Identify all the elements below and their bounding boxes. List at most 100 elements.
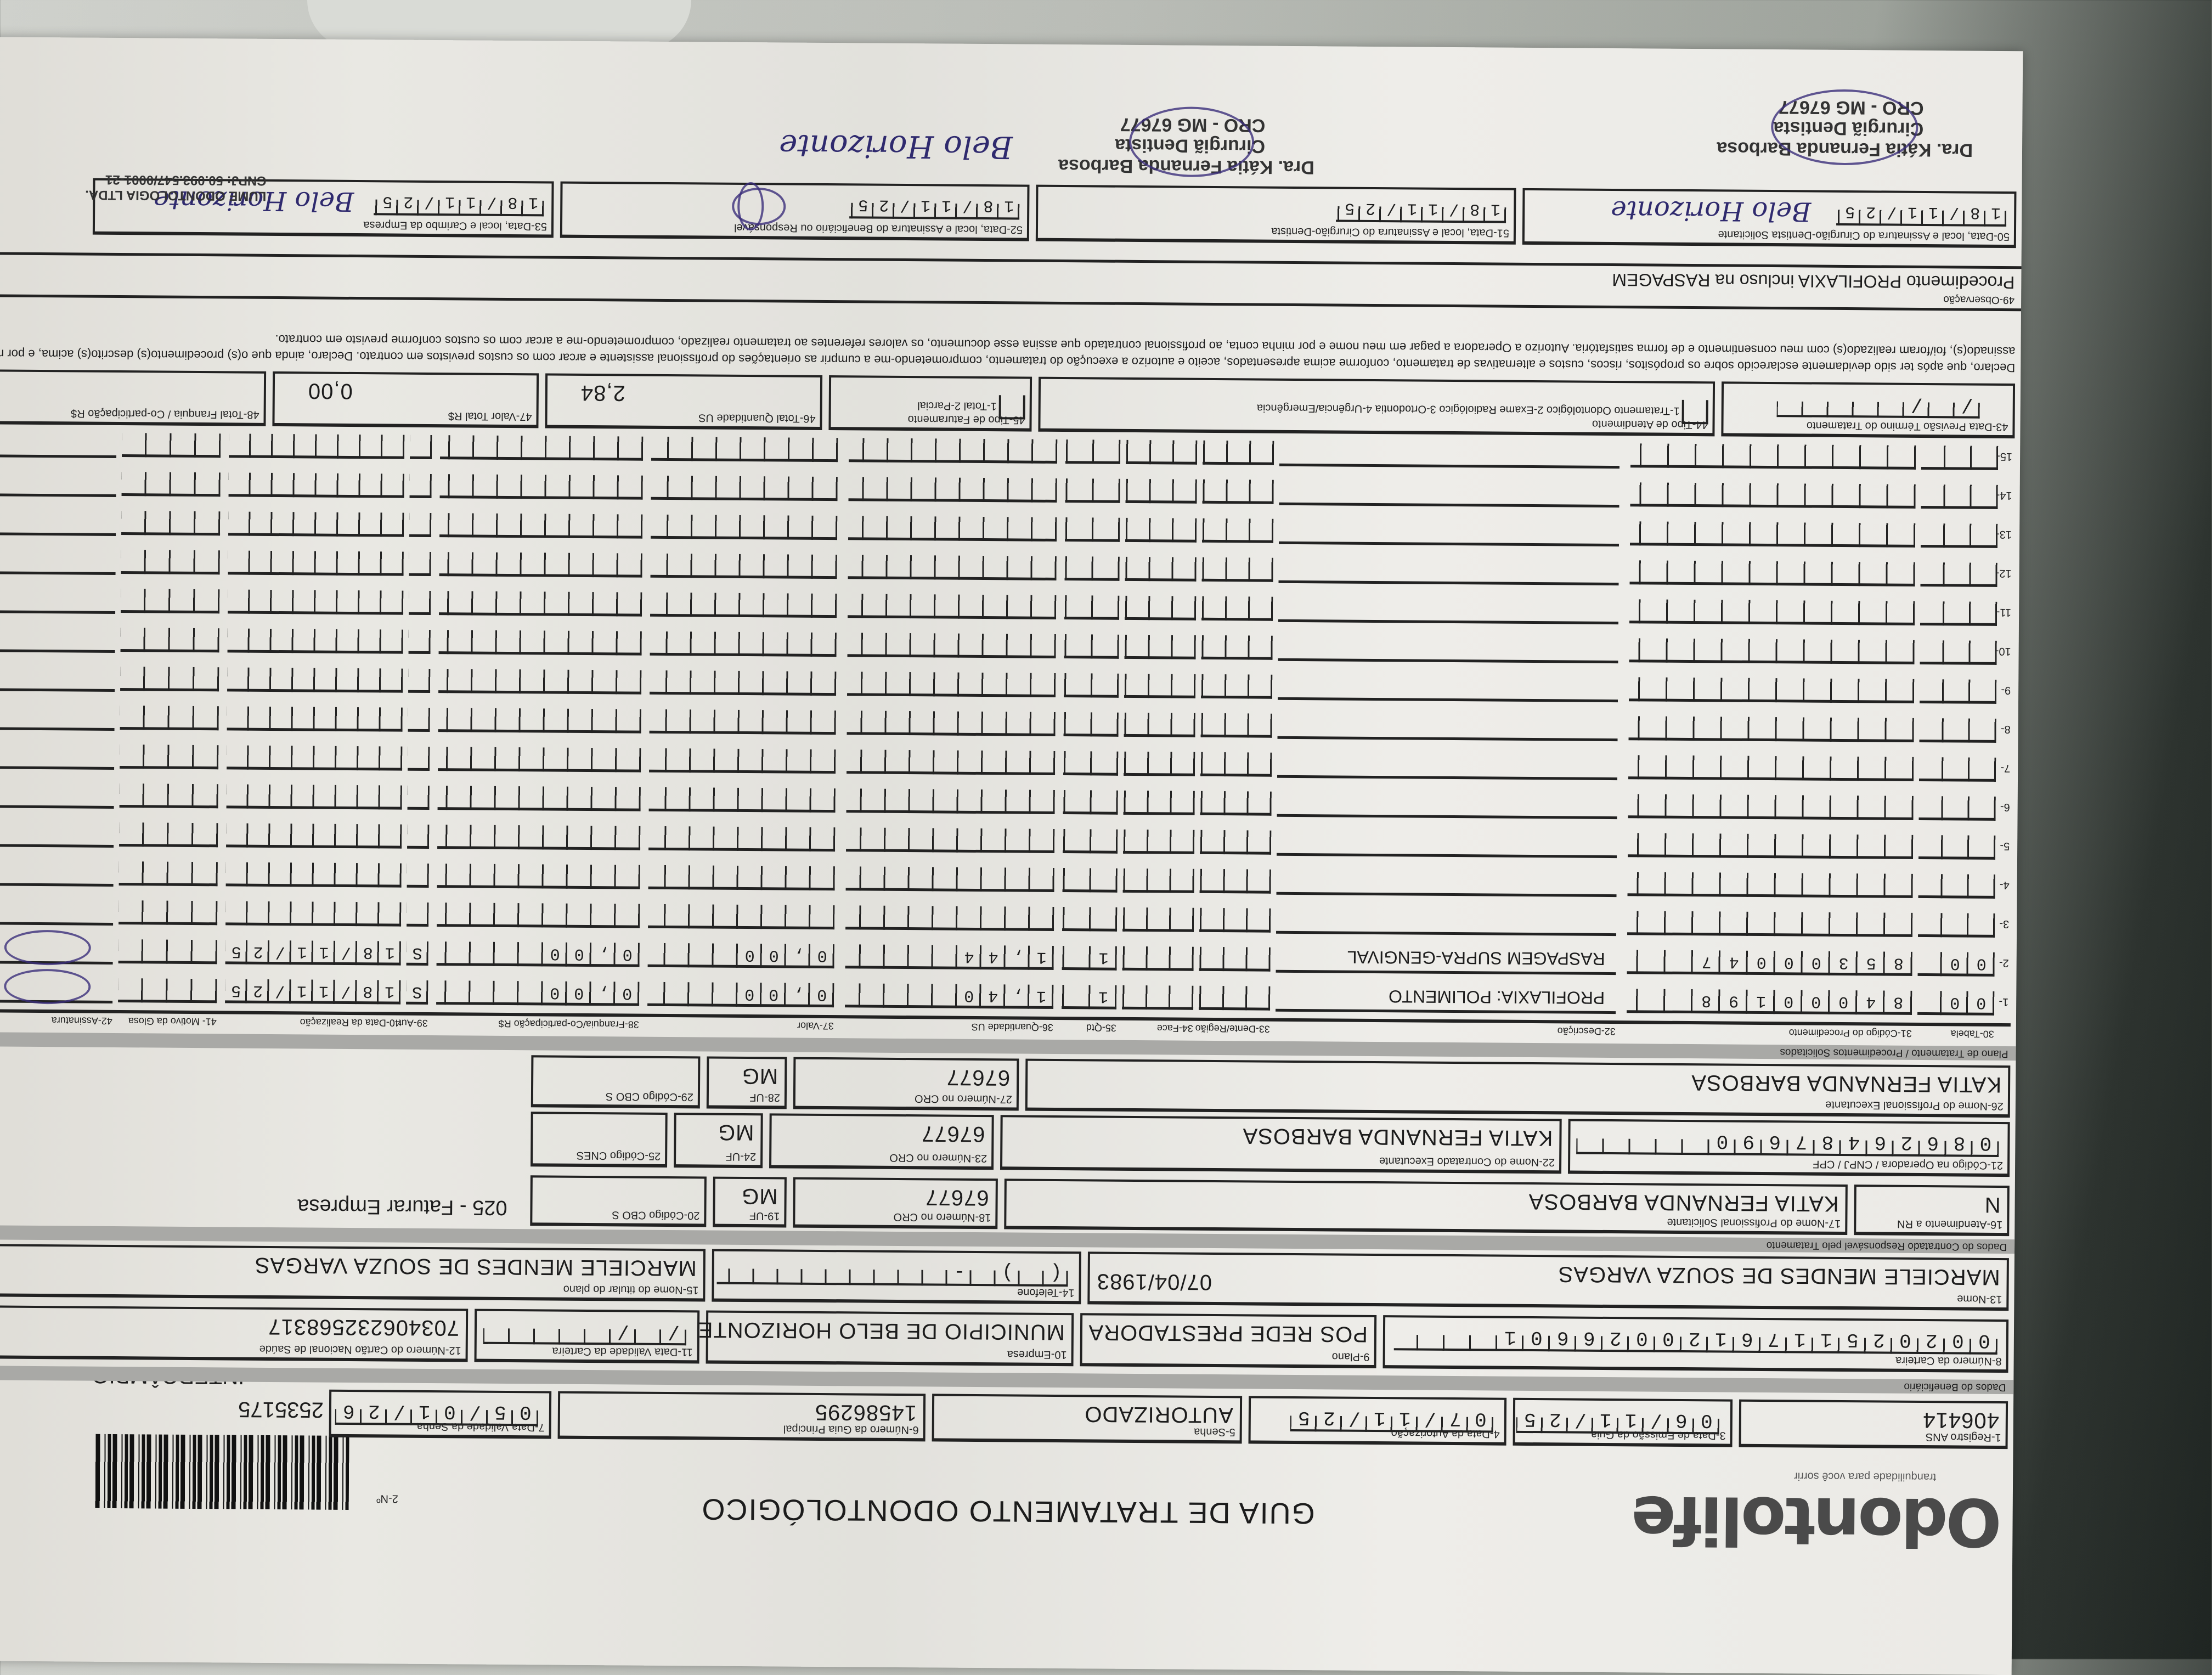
procedure-glosa	[119, 900, 218, 926]
procedure-tabela	[1918, 757, 1996, 782]
procedure-aut	[409, 590, 431, 615]
procedure-franquia	[439, 513, 643, 539]
field-value: POS REDE PRESTADORA	[1088, 1320, 1368, 1346]
signature-beneficiario-field[interactable]: 52-Data, local e Assinatura do Beneficiá…	[560, 181, 1030, 241]
codigo-operadora-field: 21-Código na Operadora / CNPJ / CPF 0862…	[1567, 1119, 2010, 1177]
column-header: 33-Dente/Região	[1195, 1023, 1270, 1035]
field-value: MG	[741, 1183, 778, 1209]
procedure-qtd	[1063, 790, 1118, 815]
row-number: 6-	[2000, 800, 2010, 814]
procedure-assinatura	[0, 896, 114, 926]
procedure-franquia	[437, 864, 640, 889]
field-value: 0,00	[307, 379, 353, 403]
valor-total-field: 47-Valor Total R$ 0,00	[272, 371, 539, 428]
procedure-valor	[648, 865, 835, 891]
procedure-assinatura	[0, 507, 116, 536]
procedure-qtd	[1063, 829, 1118, 854]
procedure-dente	[1200, 713, 1272, 738]
procedure-franquia	[439, 474, 643, 500]
procedure-glosa	[118, 978, 217, 1003]
titular-field: 15-Nome do titular do plano MARCIELE MEN…	[0, 1243, 706, 1302]
registro-ans-field: 1-Registro ANS 406414	[1739, 1399, 2008, 1450]
procedure-dente	[1202, 440, 1274, 465]
field-label: 48-Total Franquia / Co-participação R$	[70, 407, 259, 421]
procedure-descricao	[1279, 438, 1620, 469]
carteira-field: 8-Número da Carteira 0020251176120026601	[1383, 1315, 2009, 1373]
procedure-codigo	[1628, 716, 1914, 742]
row-number: 7-	[2000, 762, 2011, 775]
procedure-us	[846, 788, 1055, 814]
field-label: 19-UF	[749, 1210, 780, 1222]
column-header: 39-Aut	[398, 1017, 428, 1029]
procedure-us	[845, 905, 1054, 931]
signature-date: 18/11/25	[371, 187, 544, 217]
field-label: 20-Código CBO S	[612, 1209, 700, 1222]
signature-date: 18/11/25	[847, 190, 1020, 220]
procedure-assinatura	[0, 741, 115, 770]
procedure-data	[228, 550, 404, 576]
divider	[0, 294, 2022, 312]
procedure-descricao	[1277, 749, 1618, 781]
birth-date-value: 07/04/1983	[1096, 1269, 1212, 1294]
procedure-us	[848, 555, 1057, 580]
procedure-data	[228, 472, 404, 498]
procedure-qtd	[1063, 712, 1119, 737]
procedure-franquia	[437, 825, 641, 850]
signature-cirurgiao-field[interactable]: 51-Data, local e Assinatura do Cirurgião…	[1035, 184, 1516, 245]
procedure-valor	[649, 709, 836, 735]
procedure-data	[226, 784, 402, 810]
procedure-glosa	[120, 628, 219, 653]
procedure-qtd: 1	[1062, 946, 1117, 971]
row-number: 13-	[1996, 528, 2012, 541]
validade-carteira-field: 11-Data Validade da Carteira / /	[474, 1309, 700, 1364]
field-label: 8-Número da Carteira	[1895, 1354, 2002, 1368]
cns-field: 12-Número do Cartão Nacional de Saúde 70…	[0, 1305, 469, 1362]
field-value: MG	[741, 1063, 778, 1089]
field-value: MARCIELE MENDES DE SOUZA VARGAS	[254, 1253, 697, 1281]
procedure-data	[227, 667, 403, 693]
contractor-row-2: 21-Código na Operadora / CNPJ / CPF 0862…	[0, 1108, 2010, 1177]
field-label: 14-Telefone	[1017, 1286, 1075, 1299]
procedure-face	[1123, 829, 1195, 854]
procedure-descricao	[1277, 710, 1618, 742]
procedure-face	[1125, 517, 1197, 543]
row-number: 14-	[1996, 489, 2012, 502]
contractor-row-1: 16-Atendimento a RN N 17-Nome do Profiss…	[0, 1171, 2010, 1237]
procedure-aut	[408, 629, 431, 654]
observacao-value[interactable]: Procedimento PROFILAXIA incluso na RASPA…	[1612, 270, 2015, 293]
field-label: 24-UF	[725, 1150, 757, 1163]
row-number: 9-	[2001, 684, 2011, 697]
previsao-field: 43-Data Previsão Término do Tratamento /…	[1721, 381, 2016, 439]
field-value: 05/01/26	[330, 1396, 539, 1426]
procedure-descricao	[1279, 477, 1620, 508]
procedure-qtd	[1063, 751, 1119, 776]
procedure-face	[1124, 751, 1195, 776]
rn-field: 16-Atendimento a RN N	[1854, 1185, 2010, 1237]
procedure-data	[229, 433, 405, 459]
column-header: 31-Código do Procedimento	[1788, 1027, 1912, 1039]
column-header: 38-Franquia/Co-participação R$	[498, 1018, 639, 1030]
procedure-aut	[408, 707, 430, 732]
procedure-tabela	[1918, 796, 1996, 821]
row-number: 2-	[1999, 956, 2009, 969]
procedure-us	[849, 438, 1058, 464]
procedure-assinatura	[0, 429, 117, 458]
procedure-descricao	[1277, 672, 1618, 703]
procedure-valor	[648, 826, 836, 852]
procedure-aut	[409, 512, 432, 537]
guide-number-label: 2-Nº	[376, 1492, 398, 1505]
procedures-table: 30-Tabela 31-Código do Procedimento 32-Des…	[0, 429, 2015, 1044]
signature-solicitante-field[interactable]: 50-Data, local e Assinatura do Cirurgião…	[1522, 188, 2017, 249]
tipo-atendimento-box[interactable]	[1681, 399, 1708, 425]
procedure-glosa	[119, 783, 218, 809]
procedure-assinatura	[0, 624, 115, 653]
signatures-row: 50-Data, local e Assinatura do Cirurgião…	[0, 177, 2017, 249]
procedure-data	[228, 511, 404, 537]
procedure-assinatura	[0, 819, 114, 848]
tipo-faturamento-box[interactable]	[998, 395, 1025, 420]
senha-field: 5-Senha AUTORIZADO	[932, 1394, 1243, 1444]
procedure-glosa	[121, 511, 221, 536]
field-label: 25-Código CNES	[576, 1149, 661, 1162]
procedure-us	[848, 477, 1057, 503]
tipo-faturamento-field: 45-Tipo de Faturamento 1-Total 2-Parcial	[828, 375, 1032, 432]
